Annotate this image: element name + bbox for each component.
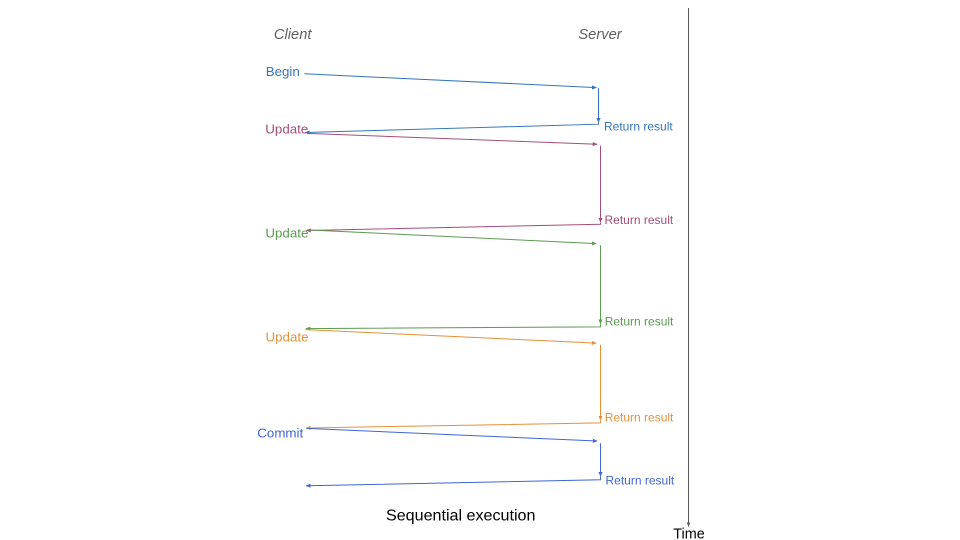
svg-text:Update: Update: [265, 122, 308, 137]
svg-text:Commit: Commit: [257, 426, 303, 441]
svg-text:Server: Server: [578, 27, 622, 43]
svg-text:Return result: Return result: [605, 213, 674, 227]
svg-text:Update: Update: [265, 225, 308, 240]
svg-text:Time: Time: [673, 526, 704, 540]
svg-text:Return result: Return result: [604, 119, 673, 133]
svg-text:Update: Update: [266, 330, 309, 345]
svg-text:Return result: Return result: [605, 410, 674, 424]
svg-text:Sequential execution: Sequential execution: [386, 506, 535, 524]
svg-text:Client: Client: [274, 27, 312, 43]
svg-text:Return result: Return result: [605, 314, 674, 328]
svg-text:Begin: Begin: [266, 64, 300, 79]
svg-text:Return result: Return result: [606, 474, 675, 488]
